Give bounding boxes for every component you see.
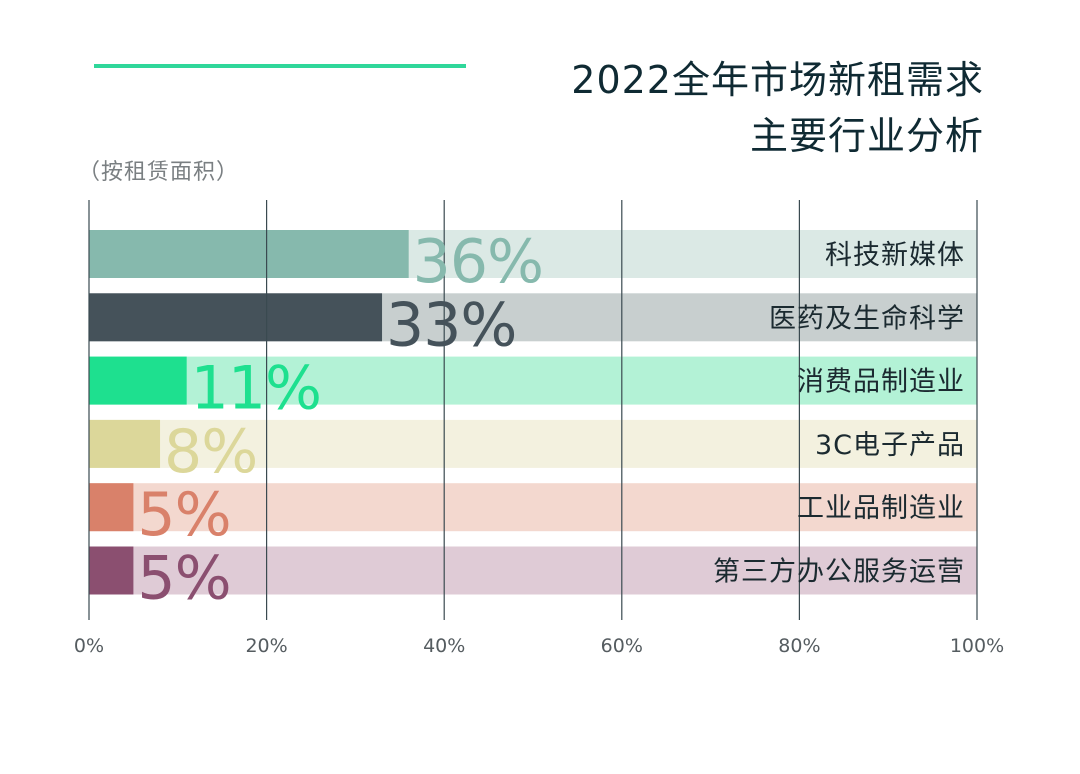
bar: [89, 483, 134, 532]
bar-track: [89, 419, 977, 468]
category-label: 3C电子产品: [815, 430, 965, 461]
bar: [89, 546, 134, 595]
bar: [89, 230, 409, 278]
data-label: 11%: [191, 354, 321, 424]
chart-subtitle: （按租赁面积）: [78, 160, 240, 185]
bar-track: [89, 546, 977, 595]
category-label: 第三方办公服务运营: [713, 557, 965, 588]
accent-line: [94, 64, 466, 68]
title-line-1: 2022全年市场新租需求: [571, 58, 984, 102]
x-tick-label: 100%: [950, 635, 1004, 657]
data-label: 8%: [164, 417, 257, 487]
bar-track: [89, 356, 977, 405]
x-tick-label: 0%: [74, 635, 104, 657]
x-tick-label: 20%: [245, 635, 287, 657]
x-tick-label: 40%: [423, 635, 465, 657]
title-line-2: 主要行业分析: [749, 114, 984, 158]
category-label: 医药及生命科学: [769, 303, 965, 334]
category-label: 消费品制造业: [797, 367, 965, 398]
bar: [89, 419, 161, 468]
category-label: 科技新媒体: [825, 240, 965, 271]
category-label: 工业品制造业: [797, 493, 965, 524]
data-label: 5%: [137, 544, 230, 614]
bar: [89, 356, 187, 405]
x-tick-label: 60%: [601, 635, 643, 657]
bar: [89, 293, 383, 342]
bar-track: [89, 483, 977, 532]
x-tick-label: 80%: [778, 635, 820, 657]
chart-title: 2022全年市场新租需求 主要行业分析: [424, 52, 984, 164]
data-label: 36%: [413, 227, 543, 297]
data-label: 33%: [386, 290, 516, 360]
data-label: 5%: [137, 480, 230, 550]
